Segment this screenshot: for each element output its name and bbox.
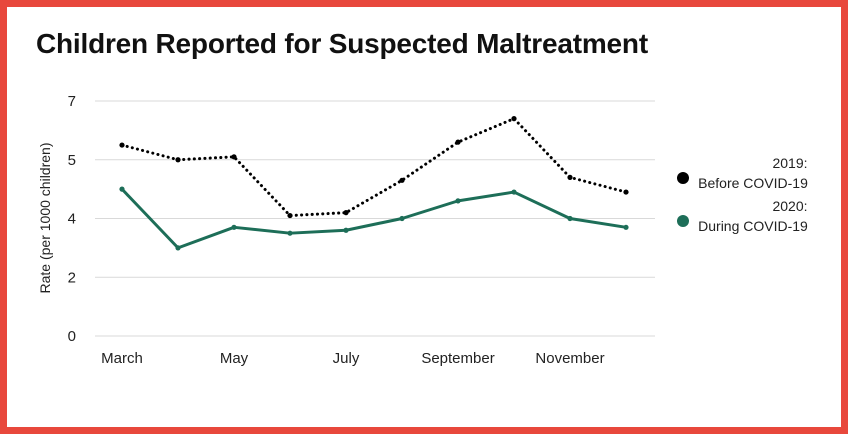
legend-marker-1: [677, 215, 689, 227]
y-tick-label: 7: [68, 93, 76, 110]
y-tick-label: 0: [68, 328, 76, 345]
data-point: [511, 116, 517, 122]
data-point: [511, 189, 517, 195]
data-point: [623, 189, 629, 195]
chart-title: Children Reported for Suspected Maltreat…: [36, 28, 648, 59]
data-point: [623, 224, 629, 230]
data-point: [231, 224, 237, 230]
data-point: [287, 212, 293, 219]
x-tick-label: May: [220, 350, 249, 367]
data-point: [343, 227, 349, 233]
data-point: [567, 174, 573, 180]
legend-label: 2020:: [772, 198, 807, 214]
y-tick-label: 5: [68, 152, 76, 169]
data-point: [287, 230, 293, 236]
data-point: [119, 142, 125, 148]
data-point: [343, 210, 349, 216]
x-tick-label: July: [333, 350, 360, 367]
legend-label: During COVID-19: [698, 218, 808, 234]
data-point: [175, 245, 181, 251]
data-point: [119, 186, 125, 192]
y-axis-title: Rate (per 1000 children): [37, 143, 53, 294]
series-line-1: [120, 187, 628, 250]
x-tick-label: November: [535, 350, 604, 367]
x-tick-label: September: [421, 350, 494, 367]
data-point: [399, 215, 405, 222]
series-line-0: [120, 117, 628, 218]
y-tick-label: 4: [68, 211, 76, 228]
legend-marker-0: [677, 172, 689, 184]
x-tick-label: March: [101, 350, 143, 367]
data-point: [399, 177, 405, 183]
data-point: [567, 215, 573, 222]
legend-label: 2019:: [772, 155, 807, 171]
legend-label: Before COVID-19: [698, 175, 808, 191]
data-point: [231, 154, 237, 160]
data-point: [455, 139, 461, 145]
data-point: [455, 198, 461, 204]
data-point: [175, 157, 181, 163]
y-tick-label: 2: [68, 269, 76, 286]
